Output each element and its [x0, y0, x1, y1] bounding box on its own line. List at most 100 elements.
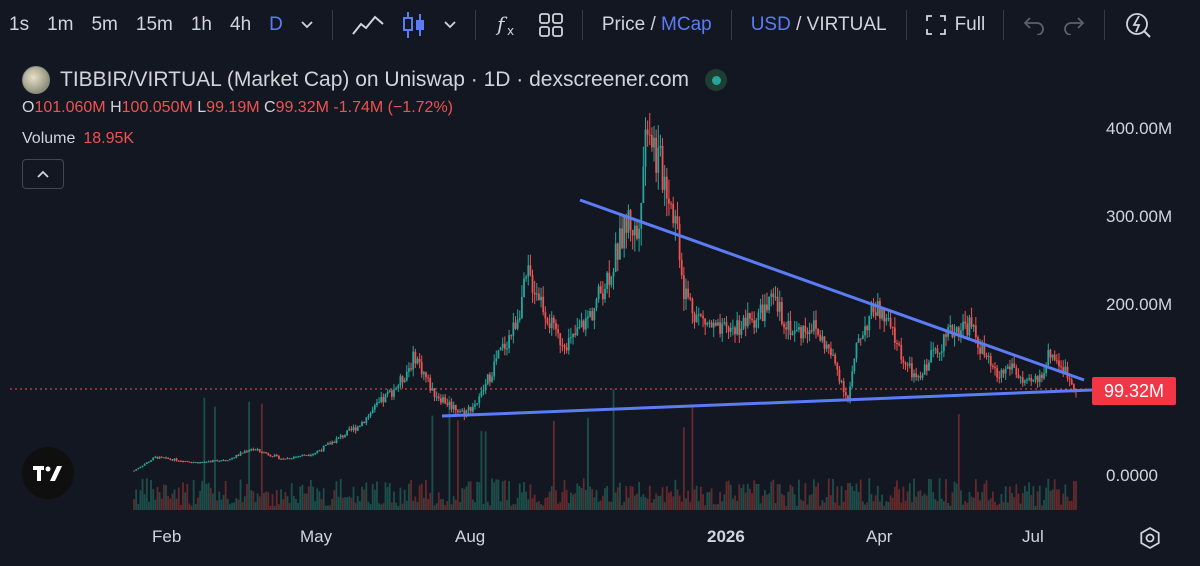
undo-icon[interactable]: [1014, 15, 1054, 35]
volume-bar: [520, 492, 523, 510]
currency-toggle[interactable]: USD / VIRTUAL: [742, 14, 896, 36]
candle-body: [275, 455, 278, 457]
upper-trendline[interactable]: [579, 198, 1085, 382]
redo-icon[interactable]: [1054, 15, 1094, 35]
candle-body: [668, 198, 670, 204]
candle-body: [341, 435, 344, 438]
grid-icon[interactable]: [530, 12, 572, 38]
volume-bar: [1068, 501, 1071, 510]
settings-icon[interactable]: [1138, 526, 1162, 550]
candle-body: [1070, 379, 1073, 385]
volume-bar: [271, 493, 274, 510]
collapse-legend-button[interactable]: [22, 159, 64, 189]
candle-body: [979, 347, 981, 354]
candle-body: [512, 322, 515, 336]
candle-body: [746, 313, 749, 327]
volume-bar: [823, 502, 826, 510]
volume-bar: [759, 503, 762, 510]
tradingview-logo-icon[interactable]: [22, 447, 74, 499]
volume-bar: [544, 498, 547, 510]
candle-body: [832, 354, 834, 356]
time-axis[interactable]: Feb May Aug 2026 Apr Jul: [0, 514, 1200, 566]
candle-body: [889, 317, 892, 327]
volume-bar: [478, 482, 481, 510]
volume-bar: [241, 502, 244, 510]
volume-bar: [177, 487, 180, 510]
candle-body: [987, 355, 990, 357]
candle-body: [399, 376, 402, 386]
volume-bar: [610, 501, 613, 510]
volume-bar: [633, 495, 636, 510]
candle-body: [422, 372, 425, 375]
lower-trendline[interactable]: [441, 388, 1092, 418]
candle-body: [906, 364, 909, 366]
candle-body: [706, 323, 709, 325]
volume-bar: [1026, 491, 1028, 510]
candle-body: [471, 406, 474, 412]
timeframe-1h[interactable]: 1h: [190, 14, 212, 35]
candle-body: [847, 395, 849, 400]
volume-bar: [555, 490, 557, 510]
timeframe-1m[interactable]: 1m: [47, 14, 74, 35]
line-chart-icon[interactable]: [343, 12, 393, 38]
candle-body: [810, 330, 813, 332]
price-option[interactable]: Price: [601, 14, 646, 35]
candle-body: [303, 454, 306, 456]
price-axis[interactable]: 400.00M 300.00M 200.00M 0.0000: [1092, 52, 1200, 514]
candles-icon[interactable]: [393, 10, 435, 40]
volume-bar: [491, 478, 493, 510]
volume-bar: [917, 491, 920, 510]
candlestick-chart[interactable]: [10, 52, 1092, 514]
volume-bar: [437, 492, 440, 510]
candle-body: [190, 462, 193, 464]
candle-body: [184, 461, 187, 463]
candle-body: [734, 327, 736, 335]
volume-bar: [868, 478, 871, 510]
candle-body: [776, 296, 779, 312]
price-mcap-toggle[interactable]: Price / MCap: [593, 14, 721, 36]
volume-bar: [280, 489, 282, 510]
volume-bar: [951, 492, 954, 510]
volume-bar: [861, 501, 864, 510]
volume-bar: [663, 502, 666, 510]
timeframe-d[interactable]: D: [269, 14, 283, 35]
candle-body: [1049, 349, 1052, 358]
volume-bar: [414, 496, 417, 510]
volume-bar: [497, 479, 500, 510]
candle-body: [874, 312, 877, 316]
toolbar-divider: [331, 10, 333, 40]
timeframe-5m[interactable]: 5m: [91, 14, 118, 35]
full-button[interactable]: Full: [917, 14, 994, 36]
volume-bar: [433, 505, 436, 510]
volume-bar: [563, 479, 566, 510]
candle-body: [766, 304, 768, 311]
volume-bar: [341, 497, 344, 510]
candle-body: [546, 318, 549, 324]
candle-body: [397, 385, 400, 389]
candle-body: [465, 410, 468, 417]
candle-body: [226, 460, 229, 462]
timeframe-15m[interactable]: 15m: [135, 14, 173, 35]
candle-body: [156, 456, 159, 459]
volume-bar: [874, 495, 877, 510]
toolbar-divider: [581, 10, 583, 40]
volume-bar: [746, 483, 749, 510]
chevron-down-icon[interactable]: [435, 20, 465, 30]
snapshot-icon[interactable]: [1115, 10, 1161, 40]
virtual-option[interactable]: VIRTUAL: [806, 14, 887, 35]
volume-bar: [604, 488, 606, 510]
volume-bar: [940, 498, 943, 510]
candle-body: [369, 412, 372, 417]
chevron-down-icon[interactable]: [292, 20, 322, 30]
candle-body: [908, 363, 911, 366]
usd-option[interactable]: USD: [750, 14, 791, 35]
candle-body: [160, 456, 163, 458]
timeframe-1s[interactable]: 1s: [9, 14, 30, 35]
volume-bar: [508, 481, 510, 510]
volume-bar: [1062, 493, 1065, 510]
volume-bar: [365, 482, 368, 510]
volume-bar: [503, 480, 506, 510]
timeframe-4h[interactable]: 4h: [230, 14, 252, 35]
mcap-option[interactable]: MCap: [661, 14, 712, 35]
